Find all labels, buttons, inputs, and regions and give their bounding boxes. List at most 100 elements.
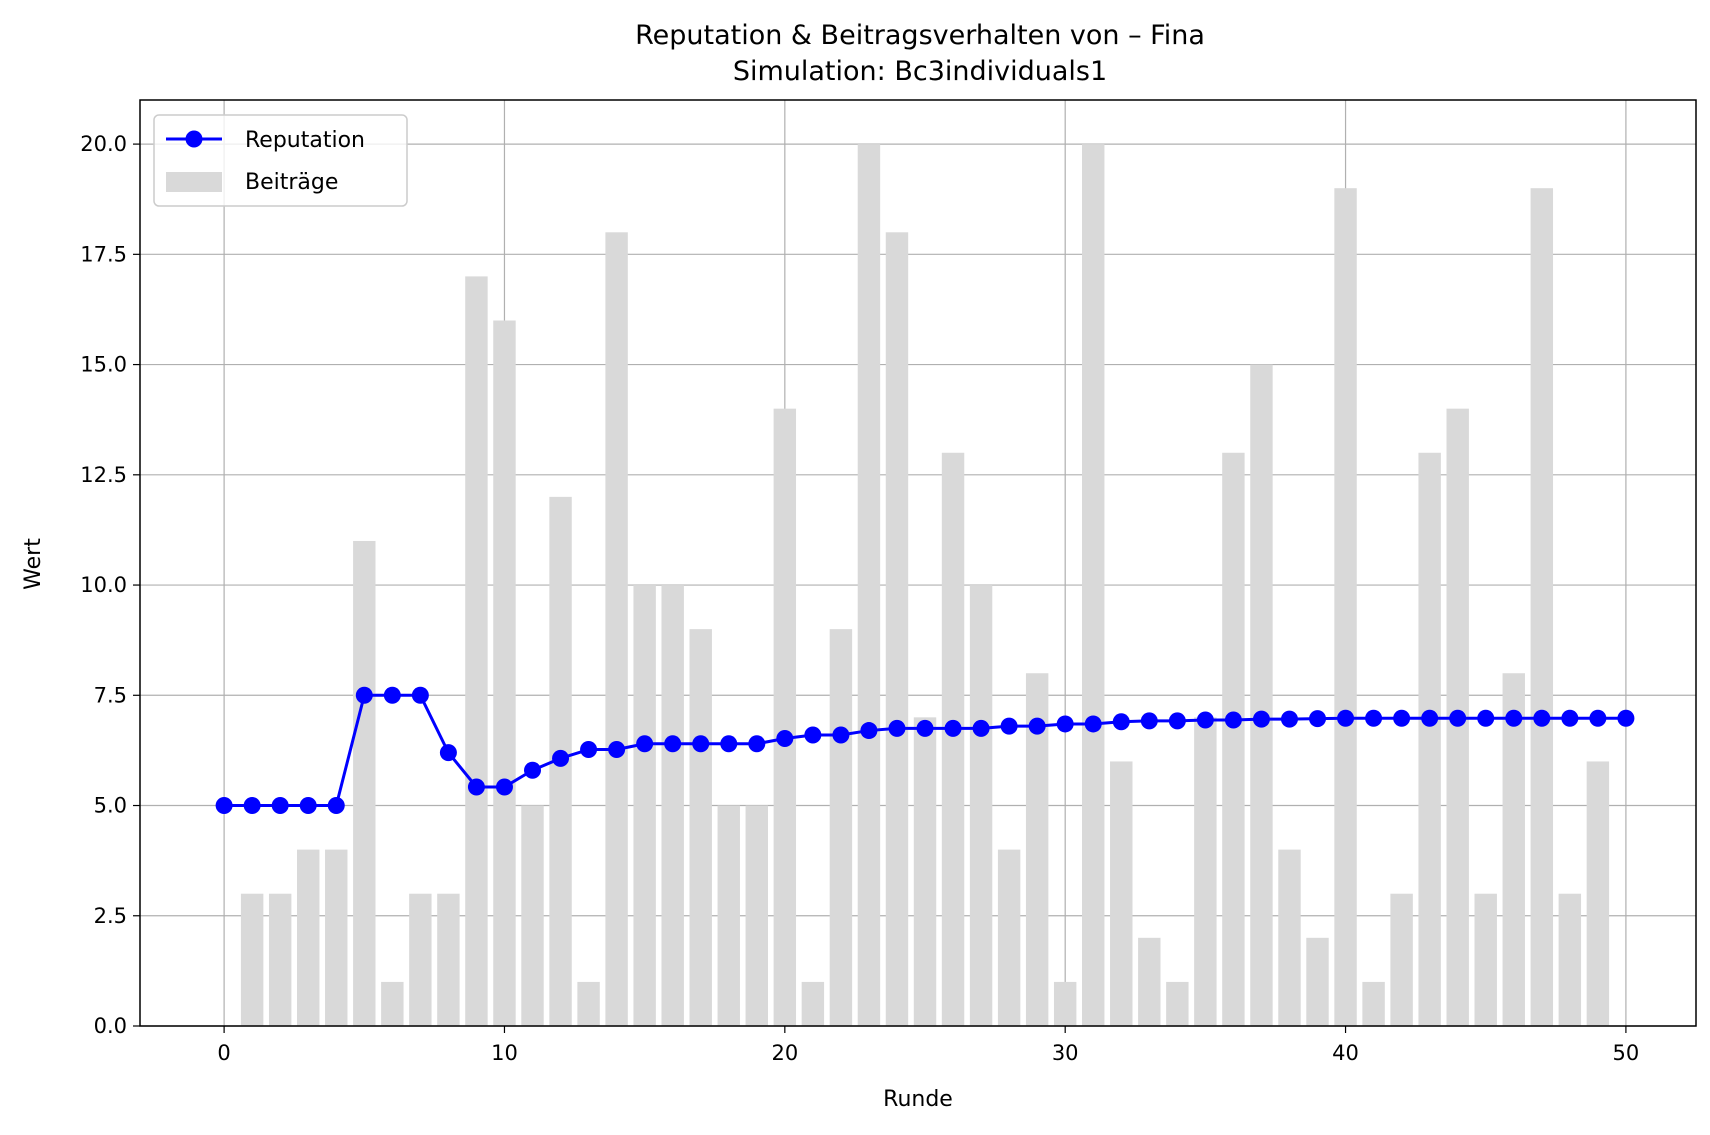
contribution-bar xyxy=(1362,981,1385,1026)
reputation-point xyxy=(692,735,710,753)
contribution-bar xyxy=(745,805,769,1026)
reputation-point xyxy=(1084,715,1102,733)
reputation-point xyxy=(1337,709,1355,727)
reputation-point xyxy=(664,735,682,753)
reputation-point xyxy=(1056,715,1074,733)
x-tick-label: 30 xyxy=(1052,1041,1079,1065)
contribution-bar xyxy=(1418,452,1441,1026)
contribution-bar xyxy=(325,849,348,1026)
chart-subtitle: Simulation: Bc3individuals1 xyxy=(733,56,1107,87)
contribution-bar xyxy=(1222,452,1245,1026)
legend-contributions-swatch xyxy=(166,172,222,192)
legend-reputation-marker xyxy=(185,130,203,148)
reputation-point xyxy=(888,719,906,737)
contribution-bar xyxy=(1053,981,1077,1026)
contribution-bar xyxy=(605,232,628,1027)
contribution-bar xyxy=(1250,364,1273,1027)
reputation-point xyxy=(383,686,401,704)
reputation-point xyxy=(1393,709,1411,727)
reputation-point xyxy=(1589,709,1607,727)
x-tick-label: 40 xyxy=(1332,1041,1359,1065)
legend-contributions-label: Beiträge xyxy=(245,170,338,195)
reputation-point xyxy=(467,778,485,796)
contribution-bar xyxy=(829,629,853,1026)
reputation-point xyxy=(1505,709,1523,727)
chart-title: Reputation & Beitragsverhalten von – Fin… xyxy=(635,20,1205,51)
contribution-bar xyxy=(297,849,320,1026)
reputation-point xyxy=(1421,709,1439,727)
contribution-bar xyxy=(240,893,264,1026)
reputation-point xyxy=(1140,712,1158,730)
reputation-point xyxy=(1280,710,1298,728)
reputation-point xyxy=(215,797,233,815)
reputation-point xyxy=(1168,712,1186,730)
x-tick-label: 50 xyxy=(1613,1041,1640,1065)
contribution-bar xyxy=(1586,761,1610,1026)
contribution-bar xyxy=(941,452,965,1026)
legend-reputation-label: Reputation xyxy=(245,128,365,153)
reputation-point xyxy=(1112,713,1130,731)
reputation-point xyxy=(776,729,794,747)
reputation-point xyxy=(1617,709,1635,727)
contribution-bar xyxy=(1025,673,1049,1026)
x-tick-label: 20 xyxy=(771,1041,798,1065)
reputation-point xyxy=(944,719,962,737)
contribution-bar xyxy=(1166,981,1189,1026)
contribution-bar xyxy=(1558,893,1582,1026)
contribution-bar xyxy=(409,893,432,1026)
reputation-point xyxy=(411,686,429,704)
reputation-point xyxy=(1561,709,1579,727)
legend: Reputation Beiträge xyxy=(153,114,408,207)
contribution-bar xyxy=(381,981,404,1026)
reputation-point xyxy=(524,761,542,779)
reputation-point xyxy=(1365,709,1383,727)
reputation-point xyxy=(327,797,345,815)
reputation-series xyxy=(215,686,1635,815)
contribution-bar xyxy=(1306,937,1329,1026)
reputation-point xyxy=(243,797,261,815)
contribution-bar xyxy=(465,276,488,1026)
y-tick-label: 10.0 xyxy=(80,573,127,597)
contribution-bar xyxy=(1502,673,1525,1026)
contribution-bar xyxy=(633,585,656,1026)
axes xyxy=(133,99,1697,1033)
reputation-point xyxy=(1252,710,1270,728)
reputation-point xyxy=(1533,709,1551,727)
reputation-point xyxy=(299,797,317,815)
reputation-point xyxy=(720,735,738,753)
contribution-bars xyxy=(240,144,1610,1027)
contribution-bar xyxy=(857,144,881,1027)
y-axis-label: Wert xyxy=(21,538,46,590)
reputation-point xyxy=(1309,710,1327,728)
reputation-point xyxy=(580,741,598,759)
contribution-bar xyxy=(689,629,712,1026)
reputation-point xyxy=(972,719,990,737)
x-axis-label: Runde xyxy=(883,1087,953,1112)
contribution-bar xyxy=(577,981,600,1026)
reputation-point xyxy=(1196,711,1214,729)
contribution-bar xyxy=(521,805,544,1026)
contribution-bar xyxy=(913,717,937,1026)
contribution-bar xyxy=(661,585,684,1026)
reputation-point xyxy=(804,726,822,744)
y-tick-label: 17.5 xyxy=(80,242,127,266)
x-tick-label: 10 xyxy=(491,1041,518,1065)
reputation-point xyxy=(1224,711,1242,729)
contribution-bar xyxy=(773,408,797,1027)
contribution-bar xyxy=(437,893,460,1026)
contribution-bar xyxy=(1530,188,1554,1026)
contribution-bar xyxy=(717,805,740,1026)
contribution-bar xyxy=(1110,761,1133,1026)
y-tick-label: 5.0 xyxy=(94,794,127,818)
contribution-bar xyxy=(1278,849,1301,1026)
reputation-point xyxy=(271,797,289,815)
reputation-point xyxy=(748,735,766,753)
contribution-bar xyxy=(969,585,993,1026)
reputation-point xyxy=(552,749,570,767)
contribution-bar xyxy=(1138,937,1161,1026)
reputation-point xyxy=(1000,717,1018,735)
contribution-bar xyxy=(353,540,376,1026)
contribution-bar xyxy=(493,320,516,1026)
reputation-point xyxy=(495,778,513,796)
